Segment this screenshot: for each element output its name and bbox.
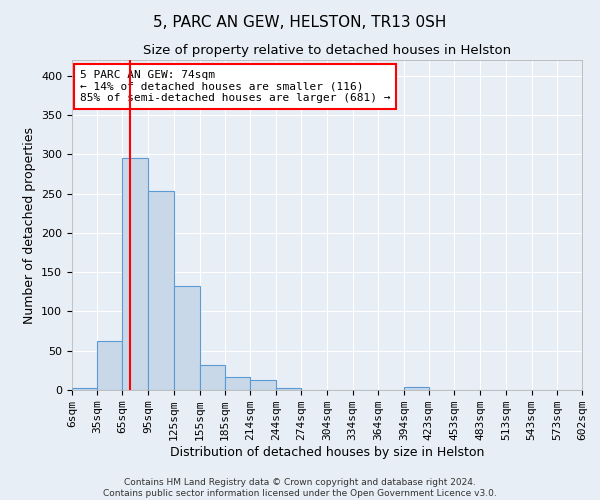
Bar (97, 342, 122, 390)
Bar (404, 387, 429, 390)
X-axis label: Distribution of detached houses by size in Helston: Distribution of detached houses by size … (170, 446, 484, 459)
Text: Contains HM Land Registry data © Crown copyright and database right 2024.
Contai: Contains HM Land Registry data © Crown c… (103, 478, 497, 498)
Text: 5 PARC AN GEW: 74sqm
← 14% of detached houses are smaller (116)
85% of semi-deta: 5 PARC AN GEW: 74sqm ← 14% of detached h… (80, 70, 390, 103)
Bar (72, 388, 97, 390)
Title: Size of property relative to detached houses in Helston: Size of property relative to detached ho… (143, 44, 511, 58)
Bar (225, 376, 250, 390)
Bar (275, 388, 301, 390)
Bar (199, 365, 225, 390)
Bar (250, 380, 275, 390)
Y-axis label: Number of detached properties: Number of detached properties (23, 126, 35, 324)
Bar (122, 158, 148, 390)
Text: 5, PARC AN GEW, HELSTON, TR13 0SH: 5, PARC AN GEW, HELSTON, TR13 0SH (154, 15, 446, 30)
Bar (148, 191, 174, 390)
Bar (174, 286, 199, 390)
